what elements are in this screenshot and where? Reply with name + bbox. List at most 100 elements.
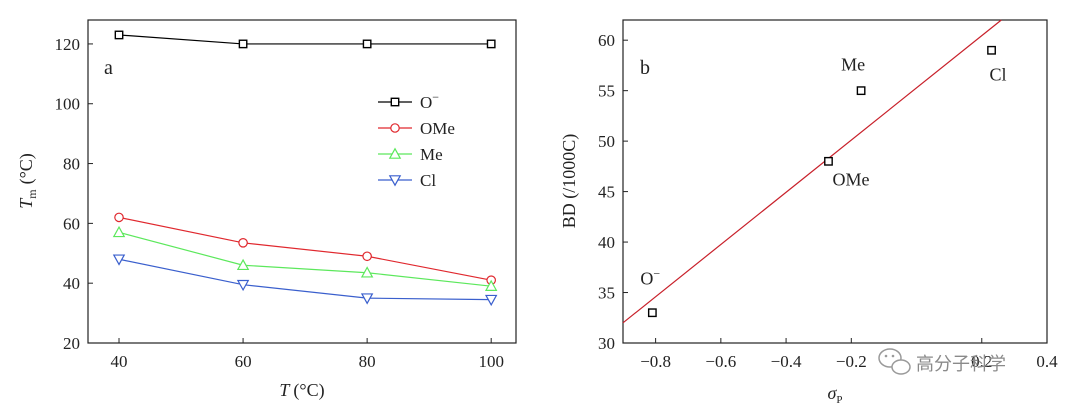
wechat-icon <box>878 348 911 375</box>
panel-b-xtick-label: 0.4 <box>1036 352 1058 371</box>
panel-a-ytick-label: 80 <box>63 155 80 174</box>
panel-a-frame <box>87 19 517 344</box>
legend-marker <box>390 97 400 107</box>
data-point <box>114 30 124 40</box>
legend-item: Me <box>378 145 443 164</box>
panel-b-ytick-label: 40 <box>598 233 615 252</box>
point-me: Me <box>841 55 866 96</box>
panel-a-ylabel: Tm (°C) <box>16 153 39 209</box>
point-label: OMe <box>832 169 869 189</box>
panel-a-legend: O− OMe Me Cl <box>378 90 455 190</box>
panel-a-series <box>112 30 498 307</box>
data-point <box>484 279 498 291</box>
point-ome: OMe <box>824 156 869 189</box>
legend-marker <box>388 175 402 187</box>
panel-a-xtick-label: 40 <box>111 352 128 371</box>
panel-b-xtick-label: 0.2 <box>971 352 992 371</box>
panel-b-letter: b <box>640 57 650 79</box>
legend-label: O− <box>420 90 439 112</box>
panel-b-ytick-label: 35 <box>598 284 615 303</box>
panel-a-letter: a <box>104 57 113 79</box>
panel-b-points: O− OMe Me Cl <box>640 45 1007 318</box>
legend-label-main: OMe <box>420 119 455 138</box>
panel-a-xlabel-unit: (°C) <box>293 380 324 401</box>
panel-a-xlabel: T (°C) <box>279 380 324 401</box>
panel-a-xtick-label: 80 <box>359 352 376 371</box>
panel-a-ytick-label: 100 <box>55 95 81 114</box>
point-label: O− <box>640 267 660 289</box>
panel-b-xlabel-sub: P <box>836 394 842 406</box>
panel-b-ytick-label: 45 <box>598 183 615 202</box>
watermark-text: 高分子科学 <box>916 354 1006 375</box>
panel-b-ytick-label: 30 <box>598 334 615 353</box>
panel-a-ticks: 40 60 80 100 20 40 60 80 100 120 <box>55 35 504 371</box>
data-point <box>856 86 866 96</box>
watermark: 高分子科学 <box>878 348 1006 375</box>
point-label-main: OMe <box>832 169 869 189</box>
legend-label: OMe <box>420 119 455 138</box>
panel-b-ticks: −0.8 −0.6 −0.4 −0.2 0.2 0.4 30 35 40 45 50 55 60 <box>598 31 1058 371</box>
series-cl <box>112 254 498 307</box>
panel-a-ytick-label: 120 <box>55 35 81 54</box>
panel-b-xlabel-var: σ <box>827 383 837 403</box>
legend-label-main: Me <box>420 145 443 164</box>
panel-b-ytick-label: 60 <box>598 31 615 50</box>
point-label: Cl <box>990 64 1007 84</box>
panel-a-ytick-label: 60 <box>63 214 80 233</box>
panel-b-xtick-label: −0.4 <box>771 352 802 371</box>
panel-a-ytick-label: 40 <box>63 274 80 293</box>
series-o <box>114 30 496 49</box>
legend-item: OMe <box>378 119 455 138</box>
panel-b-frame <box>622 19 1048 344</box>
series-ome <box>114 212 496 285</box>
point-label-sup: − <box>653 267 660 281</box>
legend-label: Cl <box>420 171 436 190</box>
legend-label: Me <box>420 145 443 164</box>
panel-b-fit <box>622 19 1002 324</box>
legend-item: O− <box>378 90 439 112</box>
data-point <box>987 45 996 55</box>
data-point <box>362 251 372 262</box>
data-point <box>112 254 126 266</box>
data-point <box>236 258 250 271</box>
fit-line <box>622 19 1002 324</box>
legend-label-main: O <box>420 93 432 112</box>
point-o: O− <box>640 267 660 318</box>
panel-b-xtick-label: −0.2 <box>836 352 867 371</box>
point-cl: Cl <box>987 45 1007 84</box>
point-label-main: O <box>640 269 653 289</box>
data-point <box>362 39 372 49</box>
data-point <box>114 212 124 223</box>
point-label: Me <box>841 55 865 75</box>
panel-b-ylabel: BD (/1000C) <box>559 134 580 229</box>
data-point <box>484 294 498 307</box>
data-point <box>238 39 248 49</box>
panel-a-ylabel-unit: (°C) <box>16 153 37 184</box>
panel-b-xtick-label: −0.6 <box>705 352 736 371</box>
data-point <box>360 266 374 278</box>
panel-b-xtick-label: −0.8 <box>640 352 671 371</box>
data-point <box>112 225 126 238</box>
data-point <box>647 308 657 318</box>
series-line <box>118 216 492 281</box>
panel-a-ylabel-var: T <box>16 197 36 209</box>
series-line <box>118 231 492 287</box>
panel-a-ytick-label: 20 <box>63 334 80 353</box>
data-point <box>486 39 496 49</box>
data-point <box>238 238 248 248</box>
data-point <box>824 156 833 166</box>
panel-b-ytick-label: 55 <box>598 82 615 101</box>
series-line <box>118 258 492 301</box>
data-point <box>236 279 250 292</box>
point-label-main: Cl <box>990 64 1007 84</box>
point-label-main: Me <box>841 55 865 75</box>
panel-a-xlabel-var: T <box>279 380 291 400</box>
data-point <box>360 293 374 305</box>
legend-marker <box>388 147 402 159</box>
panel-a-xtick-label: 100 <box>478 352 504 371</box>
series-line <box>118 34 492 45</box>
legend-label-main: Cl <box>420 171 436 190</box>
